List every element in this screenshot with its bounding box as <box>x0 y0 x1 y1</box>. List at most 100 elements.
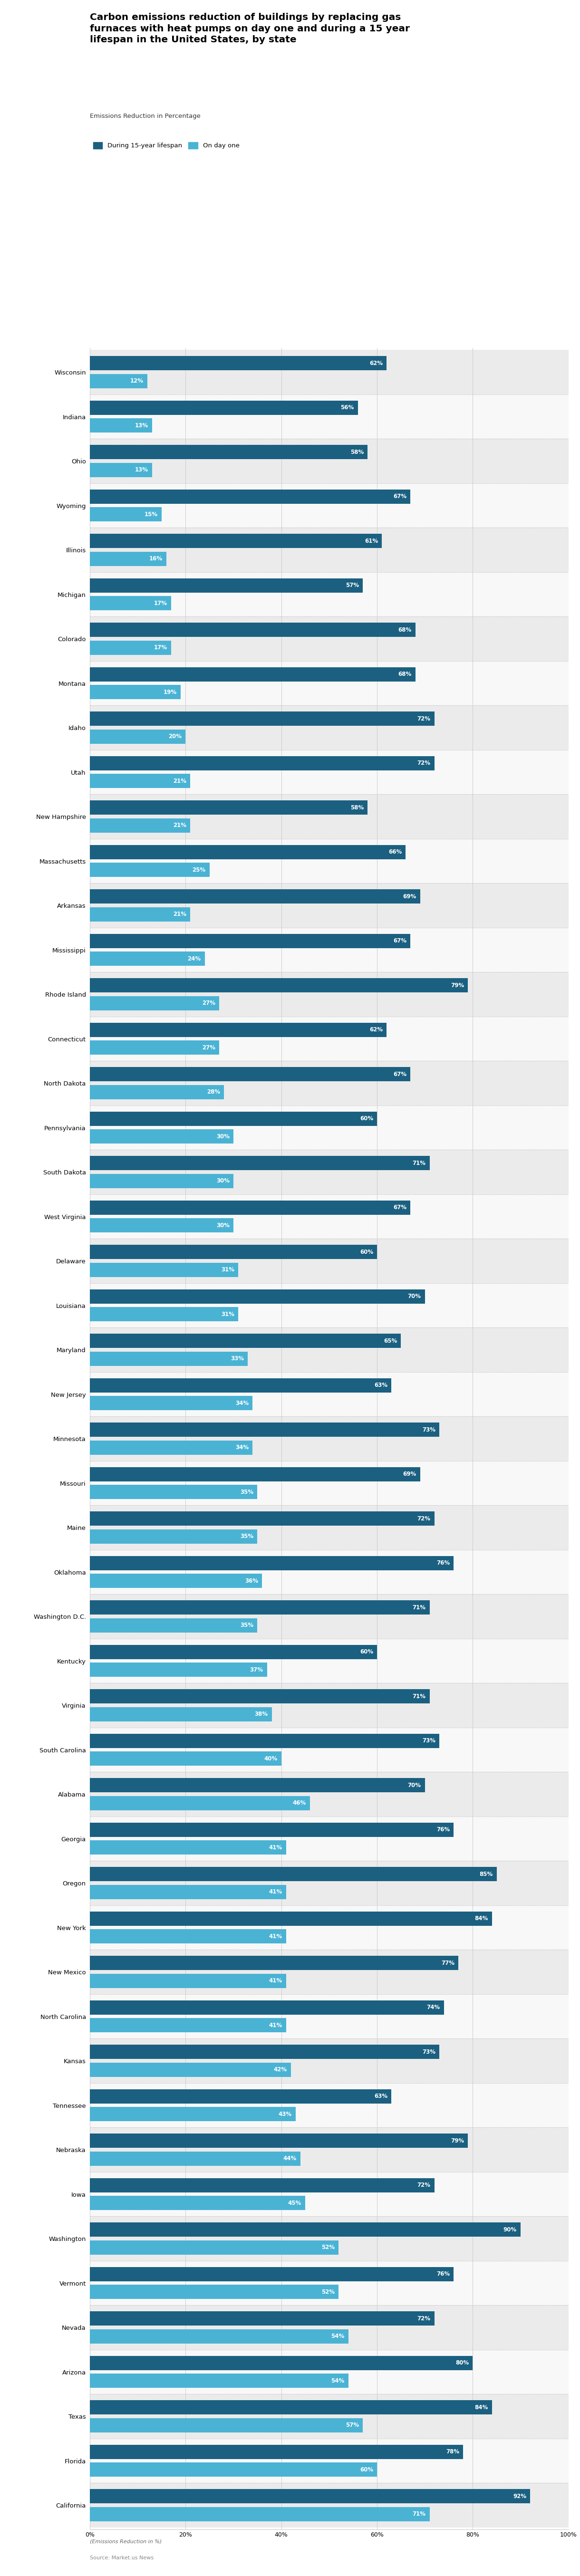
Bar <box>90 1530 258 1543</box>
Bar <box>90 2439 568 2483</box>
Text: 73%: 73% <box>422 1739 436 1744</box>
Bar <box>90 1504 568 1551</box>
Text: 44%: 44% <box>283 2156 296 2161</box>
Text: 76%: 76% <box>436 1826 450 1834</box>
Text: 58%: 58% <box>350 448 364 456</box>
Bar <box>90 1113 377 1126</box>
Text: 84%: 84% <box>474 2403 488 2411</box>
Text: 79%: 79% <box>451 2138 464 2143</box>
Text: 70%: 70% <box>408 1783 421 1788</box>
Bar <box>90 935 411 948</box>
Bar <box>90 1334 401 1347</box>
Bar <box>90 1378 392 1394</box>
Bar <box>90 750 568 793</box>
Text: 72%: 72% <box>417 1515 430 1522</box>
Bar <box>90 2445 463 2460</box>
Text: 43%: 43% <box>278 2112 292 2117</box>
Bar <box>90 2179 434 2192</box>
Text: 30%: 30% <box>216 1221 230 1229</box>
Bar <box>90 1772 568 1816</box>
Text: 42%: 42% <box>274 2066 287 2074</box>
Text: 52%: 52% <box>321 2290 335 2295</box>
Text: 34%: 34% <box>235 1445 249 1450</box>
Bar <box>90 1396 252 1409</box>
Bar <box>90 394 568 438</box>
Legend: During 15-year lifespan, On day one: During 15-year lifespan, On day one <box>93 142 240 149</box>
Bar <box>90 551 166 567</box>
Bar <box>90 889 420 904</box>
Bar <box>90 438 568 484</box>
Text: 90%: 90% <box>503 2226 517 2233</box>
Bar <box>90 2419 362 2432</box>
Text: 54%: 54% <box>331 2378 345 2383</box>
Text: 71%: 71% <box>412 1692 426 1700</box>
Text: 60%: 60% <box>360 1115 373 1121</box>
Bar <box>90 1868 496 1880</box>
Text: 34%: 34% <box>235 1401 249 1406</box>
Bar <box>90 667 415 683</box>
Bar <box>90 1018 568 1061</box>
Bar <box>90 1484 258 1499</box>
Bar <box>90 1752 281 1765</box>
Text: 41%: 41% <box>269 2022 282 2027</box>
Text: 30%: 30% <box>216 1133 230 1139</box>
Bar <box>90 2089 392 2105</box>
Bar <box>90 2045 439 2058</box>
Text: Emissions Reduction in Percentage: Emissions Reduction in Percentage <box>90 113 201 118</box>
Bar <box>90 595 171 611</box>
Bar <box>90 1061 568 1105</box>
Bar <box>90 2084 568 2128</box>
Bar <box>90 1422 439 1437</box>
Text: 38%: 38% <box>255 1710 268 1718</box>
Bar <box>90 572 568 616</box>
Bar <box>90 1994 568 2038</box>
Bar <box>90 1149 568 1195</box>
Text: 16%: 16% <box>149 556 162 562</box>
Bar <box>90 2311 434 2326</box>
Bar <box>90 1440 252 1455</box>
Text: 66%: 66% <box>389 850 402 855</box>
Bar <box>90 1200 411 1216</box>
Bar <box>90 1352 248 1365</box>
Bar <box>90 1690 430 1703</box>
Bar <box>90 979 468 992</box>
Bar <box>90 533 382 549</box>
Bar <box>90 2002 444 2014</box>
Bar <box>90 2329 348 2344</box>
Bar <box>90 489 411 505</box>
Text: 68%: 68% <box>398 672 411 677</box>
Bar <box>90 2463 377 2476</box>
Bar <box>90 2223 520 2236</box>
Bar <box>90 1417 568 1461</box>
Text: 68%: 68% <box>398 626 411 634</box>
Text: 21%: 21% <box>173 778 187 783</box>
Bar <box>90 1239 568 1283</box>
Bar <box>90 1662 267 1677</box>
Text: 72%: 72% <box>417 2182 430 2190</box>
Text: 41%: 41% <box>269 1844 282 1850</box>
Bar <box>90 2151 300 2166</box>
Bar <box>90 971 568 1018</box>
Bar <box>90 2195 305 2210</box>
Text: 41%: 41% <box>269 1935 282 1940</box>
Bar <box>90 1128 233 1144</box>
Text: 67%: 67% <box>393 495 407 500</box>
Bar <box>90 729 186 744</box>
Text: 54%: 54% <box>331 2334 345 2339</box>
Bar <box>90 641 171 654</box>
Bar <box>90 2401 492 2414</box>
Text: 84%: 84% <box>474 1917 488 1922</box>
Bar <box>90 711 434 726</box>
Bar <box>90 1556 454 1571</box>
Text: Carbon emissions reduction of buildings by replacing gas
furnaces with heat pump: Carbon emissions reduction of buildings … <box>90 13 410 44</box>
Bar <box>90 374 147 389</box>
Text: 40%: 40% <box>264 1757 277 1762</box>
Text: (Emissions Reduction in %): (Emissions Reduction in %) <box>90 2540 162 2545</box>
Text: 46%: 46% <box>293 1801 306 1806</box>
Text: 25%: 25% <box>193 866 206 873</box>
Bar <box>90 2267 454 2282</box>
Bar <box>90 2357 473 2370</box>
Bar <box>90 1682 568 1728</box>
Text: 71%: 71% <box>412 1159 426 1167</box>
Bar <box>90 2215 568 2262</box>
